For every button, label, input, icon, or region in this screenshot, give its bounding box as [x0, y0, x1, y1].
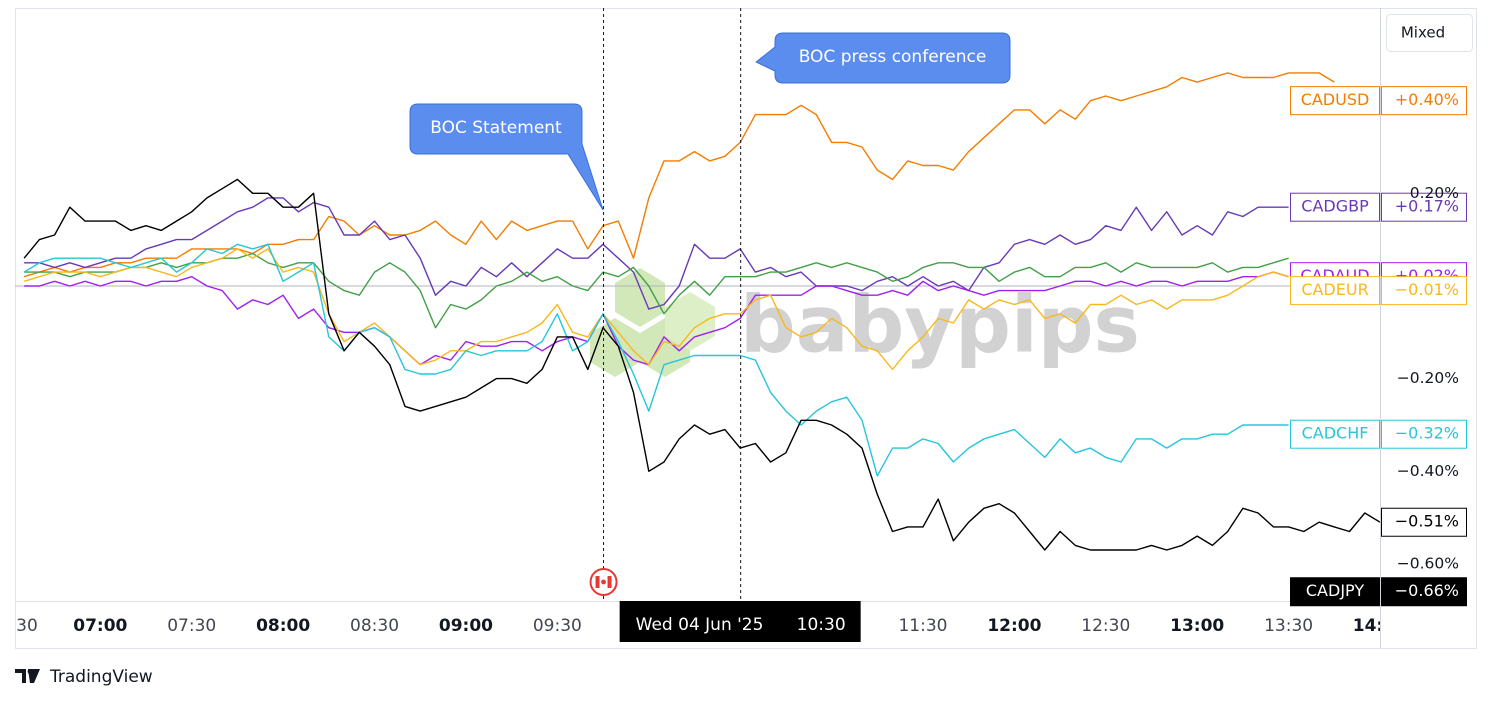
x-tick-label: 09:30 — [533, 616, 582, 636]
series-name-tag — [1290, 276, 1380, 306]
series-name-tag — [1290, 577, 1380, 607]
series-name: CADJPY — [1306, 581, 1364, 600]
price-tag — [1381, 419, 1467, 449]
watermark-hex — [615, 268, 665, 327]
x-tick-label: 09:00 — [439, 616, 493, 636]
series-line — [24, 197, 1289, 310]
series-line — [24, 271, 1289, 366]
y-tick-label: −0.20% — [1397, 369, 1459, 387]
price-tag — [1381, 507, 1467, 537]
x-tick-label: 11:30 — [898, 616, 947, 636]
x-tick-label: 30 — [16, 616, 38, 636]
price-tag — [1381, 577, 1467, 607]
price-tag-label: −0.32% — [1395, 424, 1459, 443]
branding-logo — [15, 669, 40, 683]
price-tag — [1381, 192, 1467, 222]
y-tick-label: −0.60% — [1397, 554, 1459, 572]
plot — [15, 72, 1380, 551]
branding: TradingView — [15, 667, 153, 687]
x-tick-label: 13:00 — [1170, 616, 1224, 636]
series-line — [23, 243, 1289, 477]
watermark: babypips — [590, 268, 1140, 377]
scale-mode-button[interactable]: Mixed — [1386, 14, 1473, 52]
y-tick-label: 0.20% — [1410, 184, 1459, 202]
watermark-text: babypips — [740, 280, 1140, 370]
watermark-hex — [665, 292, 715, 351]
series-name: CADGBP — [1301, 197, 1369, 216]
x-tick-label: 07:00 — [73, 616, 127, 636]
crosshair-date: Wed 04 Jun '25 — [636, 615, 764, 635]
annotation-text: BOC Statement — [430, 118, 562, 138]
series-name: CADUSD — [1301, 90, 1370, 109]
series-name-tag — [1290, 192, 1380, 222]
crosshair-time: 10:30 — [797, 615, 846, 635]
series-line — [23, 178, 1380, 551]
price-tag — [1381, 86, 1467, 116]
series-line — [24, 252, 1289, 329]
price-tag-label: −0.51% — [1395, 512, 1459, 531]
y-tick-label: −0.40% — [1397, 462, 1459, 480]
x-tick-label: 12:00 — [987, 616, 1041, 636]
crosshair-time-box — [619, 601, 861, 642]
annotation-callout — [755, 32, 1011, 84]
price-tag-label: −0.01% — [1395, 280, 1459, 299]
x-tick-label: 13:30 — [1264, 616, 1313, 636]
series-name: CADEUR — [1301, 280, 1368, 299]
x-tick-label: 14: — [1353, 616, 1383, 636]
chart-frame — [15, 8, 1477, 649]
x-tick-label: 07:30 — [167, 616, 216, 636]
series-name-tag — [1290, 86, 1380, 116]
price-tag-label: +0.40% — [1395, 90, 1459, 109]
watermark-hex — [640, 318, 690, 377]
series-line — [23, 248, 1289, 371]
scale-mode-box[interactable] — [1386, 14, 1473, 52]
scale-mode-label[interactable]: Mixed — [1401, 24, 1445, 42]
annotation-callout — [409, 103, 604, 211]
annotation-text: BOC press conference — [799, 47, 987, 67]
price-tag — [1381, 276, 1467, 306]
event-flag-leaf — [601, 579, 606, 585]
overlay: BOC Statement BOC press conference CADUSD +… — [409, 32, 1467, 607]
price-tag-label: −0.66% — [1395, 581, 1459, 600]
time-axis: 30 07:00 07:30 08:00 08:30 09:00 09:30 11:30 12:… — [16, 616, 1383, 636]
series-name: CADCHF — [1302, 424, 1369, 443]
branding-logo-dot — [27, 669, 33, 674]
x-tick-label: 08:00 — [256, 616, 310, 636]
x-tick-label: 12:30 — [1081, 616, 1130, 636]
series-line — [23, 72, 1335, 278]
price-tag-label: +0.17% — [1395, 197, 1459, 216]
x-tick-label: 08:30 — [350, 616, 399, 636]
series-name-tag — [1290, 419, 1380, 449]
branding-text: TradingView — [49, 667, 153, 687]
